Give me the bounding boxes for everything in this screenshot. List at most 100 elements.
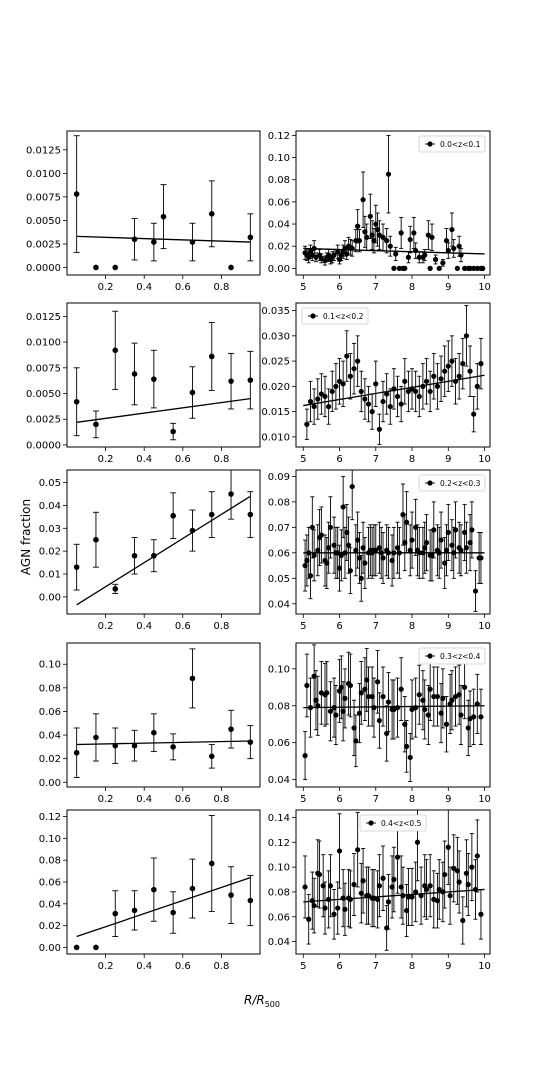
subplot-8: 5 6 7 8 9 10 0.04 0.06 0.08 0.10 0.3<z<0.4 — [268, 642, 491, 805]
data-point — [423, 886, 430, 893]
data-point — [460, 917, 466, 924]
subplot-grid: 0.2 0.4 0.6 0.80.00000.00250.00500.00750.01… — [26, 130, 491, 972]
data-point — [349, 245, 355, 252]
y-tick-label: 0.035 — [261, 306, 290, 317]
data-point — [228, 378, 234, 384]
data-point — [345, 542, 352, 548]
axes-frame — [66, 469, 261, 615]
data-point — [367, 213, 373, 219]
plot-area — [302, 470, 485, 612]
data-point — [351, 366, 357, 372]
data-point — [304, 682, 310, 689]
data-point — [307, 398, 314, 405]
data-point — [443, 547, 450, 553]
data-point — [405, 894, 412, 900]
data-point — [394, 705, 401, 711]
data-point — [478, 555, 484, 561]
data-point — [93, 421, 99, 428]
y-tick-label: 0.06 — [268, 738, 290, 749]
data-point — [344, 529, 350, 536]
data-point — [351, 725, 357, 731]
legend-label: 0.0<z<0.1 — [440, 140, 481, 149]
data-point — [440, 260, 446, 266]
data-point — [189, 885, 196, 892]
data-point — [436, 550, 442, 556]
y-tick-label: 0.01 — [39, 570, 61, 581]
data-point — [360, 545, 366, 551]
data-point — [456, 243, 462, 249]
data-point — [151, 376, 157, 382]
y-tick-label: 0.015 — [261, 407, 290, 418]
data-point — [302, 884, 308, 890]
data-point — [228, 726, 234, 732]
x-tick-label: 10 — [478, 282, 491, 293]
data-point — [436, 265, 442, 271]
plot-area — [73, 135, 254, 271]
y-tick-label: 0.08 — [268, 887, 290, 898]
data-point — [73, 944, 80, 951]
x-tick-label: 0.4 — [136, 621, 152, 632]
data-point — [478, 361, 484, 367]
subplot-1: 0.2 0.4 0.6 0.8 0.0000 0.0025 0.0050 0.0075 0.01… — [26, 130, 261, 293]
data-point — [365, 693, 372, 700]
data-point — [393, 251, 399, 257]
data-point — [416, 692, 422, 698]
plot-area — [73, 470, 254, 606]
data-point — [467, 540, 473, 546]
data-point — [309, 524, 315, 530]
data-point — [467, 368, 473, 374]
y-tick-label: 0.10 — [268, 863, 290, 874]
data-point — [322, 905, 328, 911]
x-tick-label: 10 — [478, 621, 491, 632]
data-point — [387, 403, 393, 410]
x-tick-label: 8 — [409, 794, 415, 805]
y-tick-label: 0.04 — [268, 937, 290, 948]
data-point — [355, 537, 361, 543]
data-point — [371, 238, 377, 244]
data-point — [331, 542, 337, 548]
data-point — [471, 714, 477, 720]
data-point — [208, 211, 215, 217]
data-point — [398, 686, 404, 692]
fit-line — [76, 398, 251, 423]
x-tick-label: 0.2 — [98, 794, 114, 805]
data-point — [340, 381, 346, 387]
data-point — [458, 547, 464, 553]
x-tick-label: 0.4 — [136, 454, 152, 465]
data-point — [427, 686, 433, 692]
legend-marker — [427, 653, 433, 659]
subplot-5: 0.2 0.4 0.6 0.8 0.00 0.01 0.02 0.03 0.04 0.05 — [39, 469, 261, 632]
data-point — [340, 708, 346, 714]
data-point — [420, 383, 426, 389]
data-point — [335, 550, 341, 556]
data-point — [336, 378, 343, 384]
data-point — [112, 264, 119, 271]
data-point — [356, 555, 363, 561]
data-point — [469, 527, 475, 533]
y-tick-label: 0.010 — [261, 432, 290, 443]
x-tick-label: 0.4 — [136, 794, 152, 805]
subplot-6: 5 6 7 8 9 10 0.04 0.05 0.06 0.07 0.08 0.09 0.2<z<0.3 — [268, 469, 491, 632]
data-point — [474, 265, 480, 271]
data-point — [369, 232, 375, 238]
x-axis-label: R/R500 — [244, 993, 280, 1009]
data-point — [151, 552, 157, 559]
data-point — [442, 368, 448, 374]
data-point — [463, 333, 470, 339]
x-tick-label: 8 — [409, 621, 415, 632]
data-point — [398, 230, 404, 236]
y-tick-label: 0.06 — [268, 197, 290, 208]
data-point — [454, 265, 460, 271]
data-point — [347, 373, 353, 379]
data-point — [434, 898, 441, 904]
data-point — [93, 264, 99, 271]
y-tick-label: 0.020 — [261, 382, 290, 393]
y-tick-label: 0.00 — [39, 943, 61, 954]
plot-area — [73, 310, 254, 441]
data-point — [307, 573, 314, 579]
data-point — [462, 265, 468, 271]
y-tick-label: 0.0075 — [26, 192, 61, 203]
data-point — [413, 248, 419, 254]
y-tick-label: 0.14 — [268, 813, 290, 824]
axes-frame — [66, 130, 261, 276]
